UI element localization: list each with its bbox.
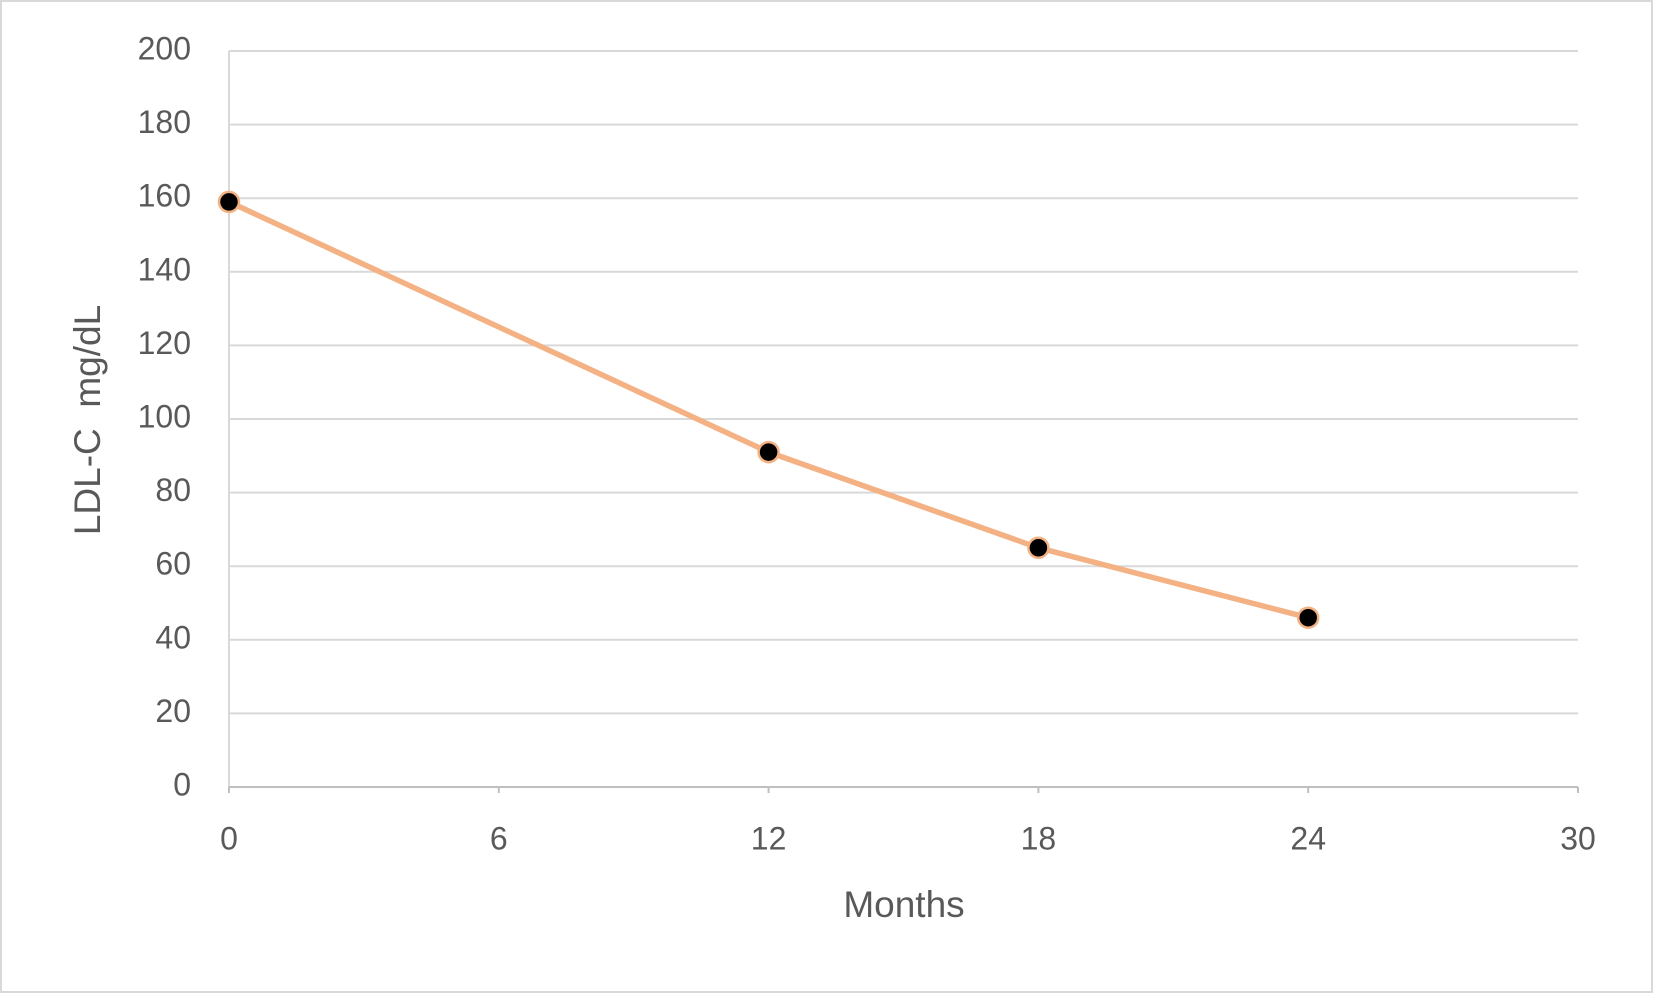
x-tick-label: 0 <box>220 820 238 856</box>
data-point <box>1027 536 1050 560</box>
y-tick-label: 0 <box>173 766 191 802</box>
data-point <box>217 190 241 214</box>
y-tick-label: 120 <box>138 325 191 361</box>
y-tick-label: 60 <box>155 546 191 582</box>
y-tick-label: 180 <box>138 104 191 140</box>
x-tick-label: 30 <box>1560 820 1596 856</box>
x-tick-label: 18 <box>1021 820 1057 856</box>
x-tick-label: 24 <box>1290 820 1326 856</box>
y-tick-label: 40 <box>155 619 191 655</box>
x-axis-title: Months <box>843 884 964 925</box>
x-tick-label: 6 <box>490 820 508 856</box>
y-tick-label: 200 <box>138 30 191 66</box>
y-tick-label: 80 <box>155 472 191 508</box>
data-line <box>227 199 1309 621</box>
y-tick-label: 160 <box>138 178 191 214</box>
y-axis-title: LDL-C mg/dL <box>67 305 108 535</box>
data-point <box>757 440 780 464</box>
data-point <box>1296 606 1320 629</box>
y-tick-label: 100 <box>138 398 191 434</box>
y-tick-label: 20 <box>155 693 191 729</box>
x-tick-label: 12 <box>751 820 787 856</box>
y-tick-label: 140 <box>138 251 191 287</box>
